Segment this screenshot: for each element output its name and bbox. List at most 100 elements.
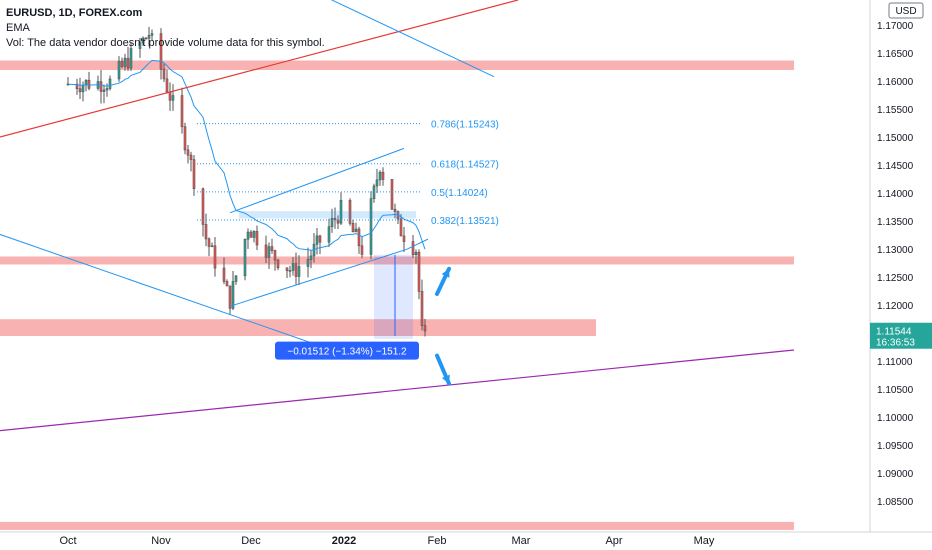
candle-body xyxy=(231,281,235,309)
currency-label: USD xyxy=(895,6,916,17)
x-tick-label: Apr xyxy=(605,535,622,547)
candle xyxy=(222,257,226,285)
candle xyxy=(189,151,193,172)
candle xyxy=(168,82,172,111)
y-tick-label: 1.11000 xyxy=(877,357,913,368)
candle xyxy=(402,226,406,253)
candle-body xyxy=(171,95,175,101)
candle xyxy=(351,219,355,233)
candle-body xyxy=(102,89,106,92)
candle xyxy=(255,225,259,251)
legend-symbol[interactable]: EURUSD, 1D, FOREX.com xyxy=(6,7,143,19)
candle-body xyxy=(228,285,232,309)
candle xyxy=(144,36,148,40)
y-tick-label: 1.17000 xyxy=(877,21,914,32)
candle xyxy=(318,234,322,255)
measure-label: −0.01512 (−1.34%) −151.2 xyxy=(287,347,407,358)
candle-body xyxy=(423,325,427,332)
x-tick-label: May xyxy=(694,535,715,547)
legend-volume: Vol: The data vendor doesn't provide vol… xyxy=(6,37,325,49)
candle xyxy=(294,252,298,285)
candle-body xyxy=(417,251,421,292)
candle xyxy=(123,53,127,71)
candle-body xyxy=(378,171,382,181)
candle-body xyxy=(399,218,403,237)
candle-body xyxy=(288,270,292,272)
candle-body xyxy=(414,251,418,255)
candle xyxy=(147,26,151,47)
y-tick-label: 1.13000 xyxy=(877,245,914,256)
candle-body xyxy=(201,188,205,225)
candle-body xyxy=(120,61,124,67)
arrow-up xyxy=(435,266,451,296)
candle xyxy=(270,238,274,254)
x-tick-label: Dec xyxy=(241,535,261,547)
candle xyxy=(201,187,205,237)
candle xyxy=(75,78,79,95)
candle xyxy=(99,70,103,104)
candle-body xyxy=(264,244,268,258)
candle-body xyxy=(267,246,271,258)
channel-upper xyxy=(229,147,405,214)
sr-zone xyxy=(0,521,794,530)
y-tick-label: 1.14000 xyxy=(877,189,914,200)
candle-body xyxy=(249,231,253,238)
arrow-up-head xyxy=(441,268,450,278)
candle xyxy=(330,208,334,233)
candle xyxy=(297,255,301,285)
candle-body xyxy=(327,226,331,243)
candle xyxy=(126,46,130,72)
candle-body xyxy=(210,245,214,248)
candle-body xyxy=(354,228,358,233)
candle-body xyxy=(318,235,322,243)
candle-body xyxy=(351,223,355,233)
candle xyxy=(138,37,142,58)
candle xyxy=(417,249,421,300)
candle xyxy=(129,42,133,71)
candle xyxy=(276,259,280,271)
candle xyxy=(207,237,211,257)
candle-body xyxy=(117,61,121,80)
y-tick-label: 1.16000 xyxy=(877,77,914,88)
y-tick-label: 1.13500 xyxy=(877,217,914,228)
candle-body xyxy=(291,263,295,271)
candle-body xyxy=(375,179,379,187)
candle-body xyxy=(243,238,247,277)
candle xyxy=(81,81,85,102)
channel-lower xyxy=(229,248,408,307)
fib-level-label: 0.382(1.13521) xyxy=(431,216,499,227)
trend-line-upper xyxy=(330,0,495,78)
candle xyxy=(165,69,169,94)
ema-line xyxy=(67,59,426,251)
candle-body xyxy=(162,68,166,80)
currency-box xyxy=(888,2,924,19)
candle xyxy=(267,242,271,269)
candle xyxy=(117,56,121,82)
candle-body xyxy=(339,200,343,224)
fib-band xyxy=(239,211,416,219)
candle-body xyxy=(105,88,109,91)
trend-line-red xyxy=(0,0,519,138)
candle-body xyxy=(306,259,310,267)
candle xyxy=(414,249,418,264)
candle xyxy=(213,237,217,277)
candle xyxy=(375,168,379,193)
legend-ema[interactable]: EMA xyxy=(6,22,30,34)
y-tick-label: 1.08500 xyxy=(877,497,914,508)
arrow-down-head xyxy=(441,374,450,384)
candle-body xyxy=(255,231,259,246)
candle xyxy=(399,214,403,237)
candle xyxy=(243,238,247,281)
candle-body xyxy=(270,246,274,251)
fib-level-label: 0.5(1.14024) xyxy=(431,188,488,199)
candle-body xyxy=(204,224,208,240)
candle-body xyxy=(192,159,196,189)
candle xyxy=(225,279,229,287)
x-tick-label: Feb xyxy=(428,535,447,547)
candle-body xyxy=(285,267,289,271)
countdown-label: 16:36:53 xyxy=(876,338,915,349)
candle xyxy=(159,28,163,80)
candle xyxy=(315,228,319,255)
